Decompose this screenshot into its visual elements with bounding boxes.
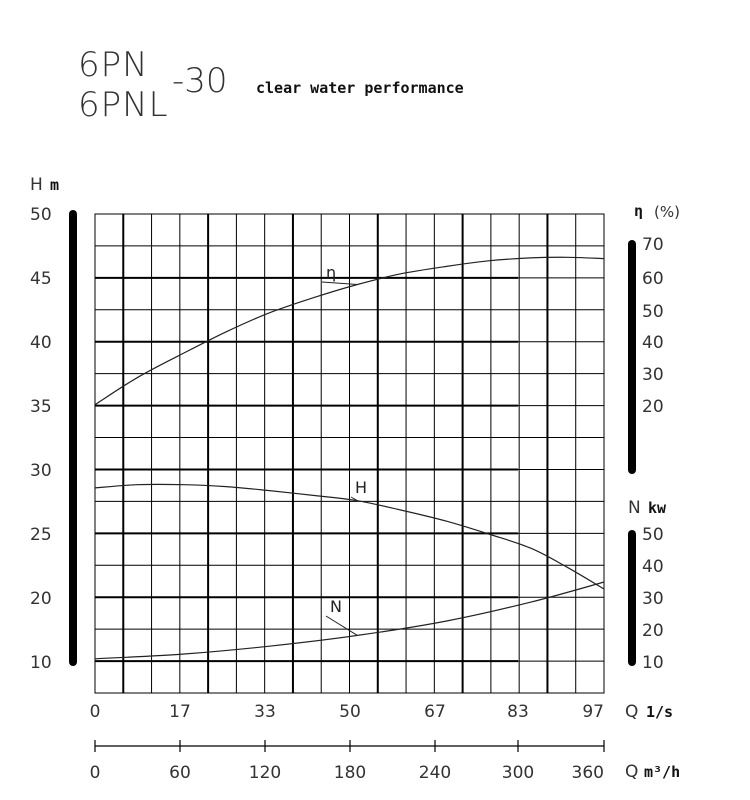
flow-tick-label-ls: 97 xyxy=(582,702,604,722)
flow-tick-label-m3h: 360 xyxy=(572,763,604,783)
flow-tick-label-ls: 67 xyxy=(424,702,446,722)
model-name-6pnl: 6PNL xyxy=(78,85,169,125)
flow-tick-label-m3h: 300 xyxy=(502,763,534,783)
performance-curves: η H N xyxy=(94,256,605,660)
head-tick-label: 40 xyxy=(30,333,52,353)
head-tick-label: 35 xyxy=(30,397,52,417)
head-tick-label: 10 xyxy=(30,653,52,673)
flow-tick-label-m3h: 240 xyxy=(419,763,451,783)
curve-label-leader xyxy=(350,496,358,502)
efficiency-tick-label: 40 xyxy=(642,333,664,353)
curve-head xyxy=(94,483,605,590)
model-suffix: -30 xyxy=(172,61,228,101)
curve-label-leader xyxy=(321,281,358,285)
efficiency-tick-label: 70 xyxy=(642,235,664,255)
head-tick-label: 45 xyxy=(30,269,52,289)
efficiency-tick-label: 60 xyxy=(642,269,664,289)
flow-tick-label-ls: 83 xyxy=(507,702,529,722)
power-axis-unit: kw xyxy=(648,499,667,517)
flow-axis-name-ls: Q xyxy=(625,702,638,722)
head-axis-name: H xyxy=(30,175,43,195)
head-tick-label: 20 xyxy=(30,589,52,609)
curve-label-head: H xyxy=(355,478,367,497)
flow-tick-label-ls: 33 xyxy=(254,702,276,722)
head-tick-label: 25 xyxy=(30,525,52,545)
curve-label-leader xyxy=(325,615,358,636)
head-tick-label: 30 xyxy=(30,461,52,481)
flow-tick-label-m3h: 120 xyxy=(249,763,281,783)
power-tick-label: 10 xyxy=(642,653,664,673)
head-axis-ticks: 50 45 40 35 30 25 20 10 xyxy=(30,205,52,673)
model-name-6pn: 6PN xyxy=(78,45,149,85)
power-tick-label: 20 xyxy=(642,621,664,641)
power-axis-ticks: 50 40 30 20 10 xyxy=(642,525,664,673)
curve-efficiency xyxy=(94,256,605,406)
efficiency-tick-label: 30 xyxy=(642,365,664,385)
power-axis-name: N xyxy=(628,498,641,518)
flow-axis-ticks-m3h: 0 60 120 180 240 300 360 xyxy=(90,740,605,783)
flow-tick-label-m3h: 60 xyxy=(169,763,191,783)
flow-tick-label-m3h: 0 xyxy=(90,763,101,783)
flow-tick-label-m3h: 180 xyxy=(334,763,366,783)
flow-axis-name-m3h: Q xyxy=(625,762,638,782)
efficiency-tick-label: 20 xyxy=(642,397,664,417)
flow-axis-unit-ls: 1/s xyxy=(646,703,673,721)
efficiency-axis-name: η xyxy=(634,202,643,220)
power-tick-label: 30 xyxy=(642,589,664,609)
curve-label-power: N xyxy=(330,597,342,616)
power-tick-label: 40 xyxy=(642,557,664,577)
efficiency-tick-label: 50 xyxy=(642,302,664,322)
efficiency-axis-ticks: 70 60 50 40 30 20 xyxy=(642,235,664,417)
chart-subtitle: clear water performance xyxy=(256,79,464,97)
flow-tick-label-ls: 17 xyxy=(169,702,191,722)
flow-tick-label-ls: 0 xyxy=(90,702,101,722)
curve-label-efficiency: η xyxy=(326,263,336,282)
flow-axis-unit-m3h: m³/h xyxy=(644,763,680,781)
flow-axis-ticks-ls: 0 17 33 50 67 83 97 xyxy=(90,702,604,722)
head-tick-label: 50 xyxy=(30,205,52,225)
chart-grid xyxy=(94,213,605,694)
efficiency-axis-unit: (%) xyxy=(654,203,680,221)
flow-tick-label-ls: 50 xyxy=(339,702,361,722)
power-tick-label: 50 xyxy=(642,525,664,545)
head-axis-unit: m xyxy=(50,176,59,194)
